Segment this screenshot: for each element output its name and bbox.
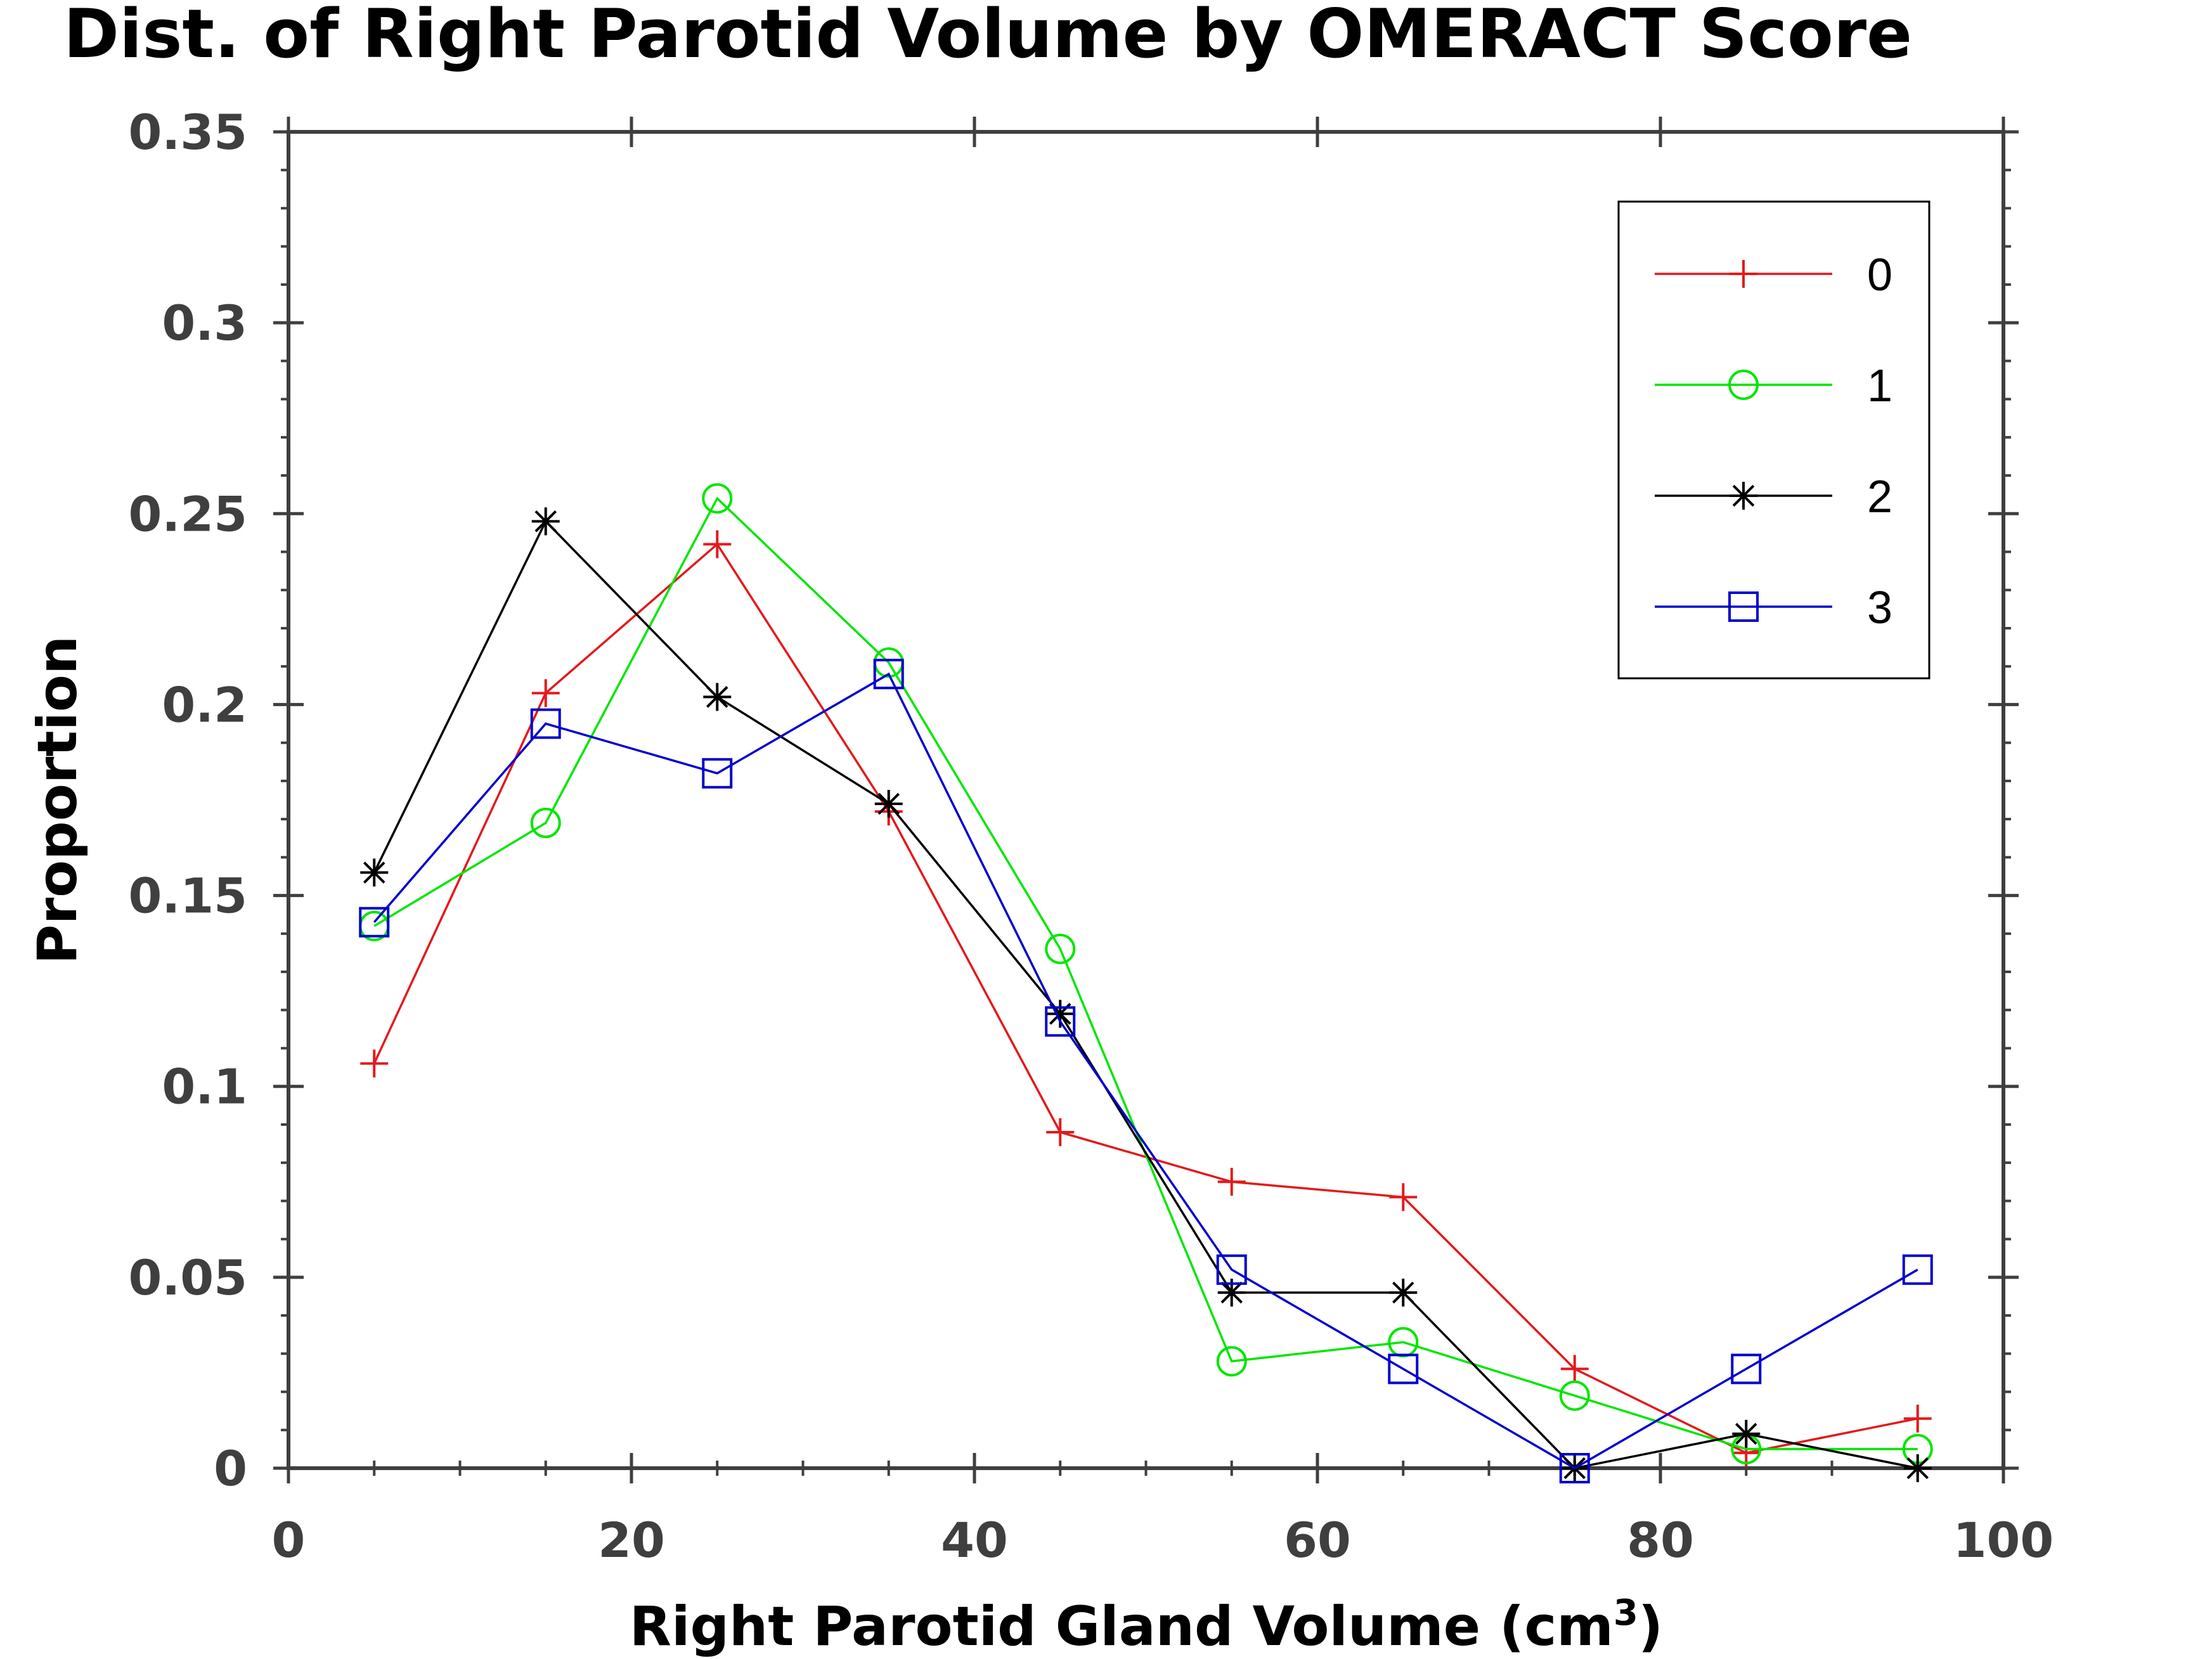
data-point-series-3 (1559, 1453, 1590, 1483)
series-3 (359, 659, 1933, 1483)
x-axis-label: Right Parotid Gland Volume (cm3) (630, 1592, 1663, 1658)
data-point-series-3 (1045, 1006, 1076, 1037)
x-tick-label: 20 (598, 1512, 665, 1568)
data-point-series-3 (702, 758, 733, 789)
data-point-series-3 (1388, 1353, 1419, 1385)
legend-marker-3 (1728, 591, 1759, 622)
data-point-series-2 (1046, 1000, 1075, 1028)
data-point-series-1 (1559, 1380, 1590, 1411)
legend-label: 0 (1867, 250, 1892, 300)
x-axis-label-suffix: ) (1638, 1595, 1663, 1658)
legend-label: 3 (1867, 583, 1892, 633)
data-point-series-0 (531, 679, 560, 707)
series-line-3 (373, 672, 1918, 1470)
data-point-series-2 (531, 507, 560, 536)
x-tick-label: 80 (1627, 1512, 1694, 1568)
legend-label: 2 (1867, 472, 1892, 522)
series-group (359, 483, 1933, 1483)
data-point-series-1 (1216, 1346, 1247, 1377)
legend-box (1617, 200, 1931, 680)
data-point-series-2 (703, 683, 732, 711)
x-tick-label: 100 (1953, 1512, 2054, 1568)
chart-title: Dist. of Right Parotid Volume by OMERACT… (63, 0, 1912, 73)
data-point-series-3 (359, 907, 390, 938)
y-tick-label: 0.2 (162, 676, 247, 733)
legend-marker-0 (1730, 260, 1757, 288)
data-point-series-3 (530, 708, 561, 739)
data-point-series-3 (873, 659, 904, 690)
data-point-series-2 (874, 790, 903, 818)
legend-label: 1 (1867, 361, 1892, 411)
y-axis-label: Proportion (26, 636, 89, 964)
x-tick-label: 60 (1284, 1512, 1351, 1568)
legend: 0 1 2 3 (1617, 200, 1931, 680)
data-point-series-0 (1389, 1183, 1418, 1211)
x-axis-label-superscript: 3 (1614, 1592, 1638, 1634)
y-tick-label: 0.05 (128, 1249, 247, 1306)
data-point-series-1 (702, 483, 733, 514)
y-tick-label: 0.15 (128, 868, 247, 924)
x-axis-label-main: Right Parotid Gland Volume (cm (630, 1595, 1614, 1658)
legend-marker-2 (1730, 482, 1757, 510)
data-point-series-0 (1046, 1118, 1075, 1146)
series-2 (360, 507, 1932, 1482)
data-point-series-0 (1560, 1355, 1589, 1383)
data-point-series-1 (530, 808, 561, 839)
data-point-series-3 (1731, 1353, 1762, 1385)
x-tick-label: 0 (272, 1512, 306, 1568)
data-point-series-0 (1217, 1168, 1246, 1196)
series-line-2 (373, 519, 1918, 1469)
y-tick-label: 0.1 (162, 1059, 247, 1115)
data-point-series-2 (1389, 1278, 1418, 1307)
y-tick-label: 0.25 (128, 486, 247, 542)
data-point-series-3 (1902, 1254, 1933, 1285)
data-point-series-3 (1216, 1254, 1247, 1285)
series-line-0 (373, 542, 1918, 1454)
data-point-series-2 (1732, 1419, 1761, 1448)
data-point-series-0 (360, 1049, 389, 1078)
legend-marker-1 (1728, 370, 1759, 400)
data-point-series-2 (1903, 1454, 1932, 1482)
data-point-series-2 (360, 858, 389, 887)
data-point-series-2 (1217, 1278, 1246, 1307)
y-tick-label: 0.3 (162, 295, 247, 351)
data-point-series-0 (1903, 1404, 1932, 1433)
data-point-series-1 (1045, 933, 1076, 964)
y-tick-label: 0 (214, 1440, 247, 1497)
x-tick-label: 40 (941, 1512, 1008, 1568)
data-point-series-0 (703, 530, 732, 558)
y-tick-label: 0.35 (128, 104, 247, 160)
